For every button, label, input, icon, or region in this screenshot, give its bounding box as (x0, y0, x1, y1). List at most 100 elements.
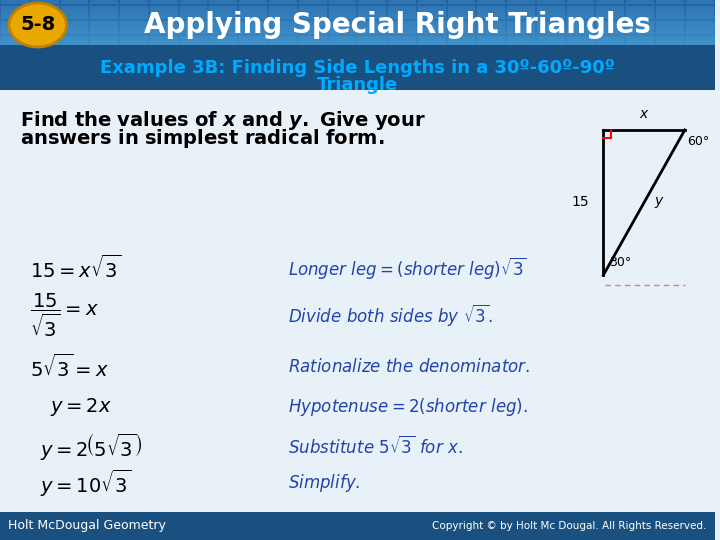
Text: Example 3B: Finding Side Lengths in a 30º-60º-90º: Example 3B: Finding Side Lengths in a 30… (100, 59, 615, 77)
Bar (1, 36, 29, 49)
Bar (596, 21, 624, 34)
Bar (0, 28, 714, 29)
Bar (537, 36, 564, 49)
Bar (0, 32, 714, 33)
Text: Triangle: Triangle (317, 76, 398, 94)
Ellipse shape (9, 3, 66, 47)
Bar (359, 6, 386, 19)
Bar (1, 6, 29, 19)
Bar (626, 0, 654, 4)
Bar (150, 0, 178, 4)
Bar (0, 36, 714, 37)
Bar (567, 36, 595, 49)
Bar (0, 41, 714, 42)
Bar (0, 42, 714, 43)
Bar (31, 0, 58, 4)
Text: $y = 2x$: $y = 2x$ (50, 396, 112, 418)
Bar (567, 21, 595, 34)
Bar (507, 6, 535, 19)
Bar (626, 6, 654, 19)
Bar (31, 6, 58, 19)
Bar (477, 21, 505, 34)
Bar (60, 36, 89, 49)
Bar (269, 6, 297, 19)
Bar (359, 36, 386, 49)
Bar (596, 0, 624, 4)
Text: $y = 10\sqrt{3}$: $y = 10\sqrt{3}$ (40, 468, 131, 498)
Bar (0, 34, 714, 35)
Bar (0, 48, 714, 49)
Bar (0, 23, 714, 24)
Bar (299, 36, 326, 49)
Bar (0, 33, 714, 34)
Text: Applying Special Right Triangles: Applying Special Right Triangles (143, 11, 650, 39)
Bar (269, 21, 297, 34)
Bar (0, 9, 714, 10)
Bar (626, 21, 654, 34)
Bar (0, 19, 714, 20)
Bar (31, 36, 58, 49)
Bar (0, 0, 714, 1)
Bar (1, 21, 29, 34)
Bar (210, 36, 237, 49)
Bar (0, 8, 714, 9)
Text: $\bf{answers\ in\ simplest\ radical\ form.}$: $\bf{answers\ in\ simplest\ radical\ for… (20, 126, 384, 150)
Bar (60, 0, 89, 4)
Bar (239, 0, 267, 4)
Text: $15 = x\sqrt{3}$: $15 = x\sqrt{3}$ (30, 254, 121, 282)
Bar (120, 36, 148, 49)
Bar (596, 36, 624, 49)
Bar (90, 6, 118, 19)
Bar (150, 6, 178, 19)
Bar (0, 12, 714, 13)
Bar (0, 11, 714, 12)
Text: $\it{Substitute\ 5\sqrt{3}\ for\ x.}$: $\it{Substitute\ 5\sqrt{3}\ for\ x.}$ (288, 436, 462, 458)
Bar (0, 26, 714, 27)
Text: 60°: 60° (687, 135, 709, 148)
Bar (0, 49, 714, 50)
Bar (567, 0, 595, 4)
Bar (0, 5, 714, 6)
Bar (0, 47, 714, 48)
Bar (418, 0, 446, 4)
Bar (0, 16, 714, 17)
Bar (0, 39, 714, 40)
Bar (388, 6, 416, 19)
Bar (299, 6, 326, 19)
Bar (596, 6, 624, 19)
Bar (0, 15, 714, 16)
Bar (0, 6, 714, 7)
Bar (0, 22, 714, 23)
Bar (179, 36, 207, 49)
Bar (685, 0, 714, 4)
Bar (239, 36, 267, 49)
Text: $x$: $x$ (639, 107, 649, 121)
Bar (537, 0, 564, 4)
Bar (120, 6, 148, 19)
Bar (0, 512, 714, 540)
Bar (388, 36, 416, 49)
Bar (179, 6, 207, 19)
Bar (0, 25, 714, 26)
Bar (567, 6, 595, 19)
Bar (0, 21, 714, 22)
Bar (418, 21, 446, 34)
Bar (90, 36, 118, 49)
Text: $\it{Longer\ leg = (shorter\ leg)\sqrt{3}}$: $\it{Longer\ leg = (shorter\ leg)\sqrt{3… (288, 255, 526, 281)
Bar (239, 6, 267, 19)
Text: 5-8: 5-8 (20, 16, 55, 35)
Bar (328, 36, 356, 49)
Bar (299, 0, 326, 4)
Bar (0, 43, 714, 44)
Bar (0, 2, 714, 3)
Bar (31, 21, 58, 34)
Bar (0, 14, 714, 15)
Bar (656, 0, 684, 4)
Bar (656, 6, 684, 19)
Bar (0, 35, 714, 36)
Bar (299, 21, 326, 34)
Bar (328, 21, 356, 34)
Bar (0, 38, 714, 39)
Bar (210, 21, 237, 34)
Text: 15: 15 (572, 195, 590, 210)
